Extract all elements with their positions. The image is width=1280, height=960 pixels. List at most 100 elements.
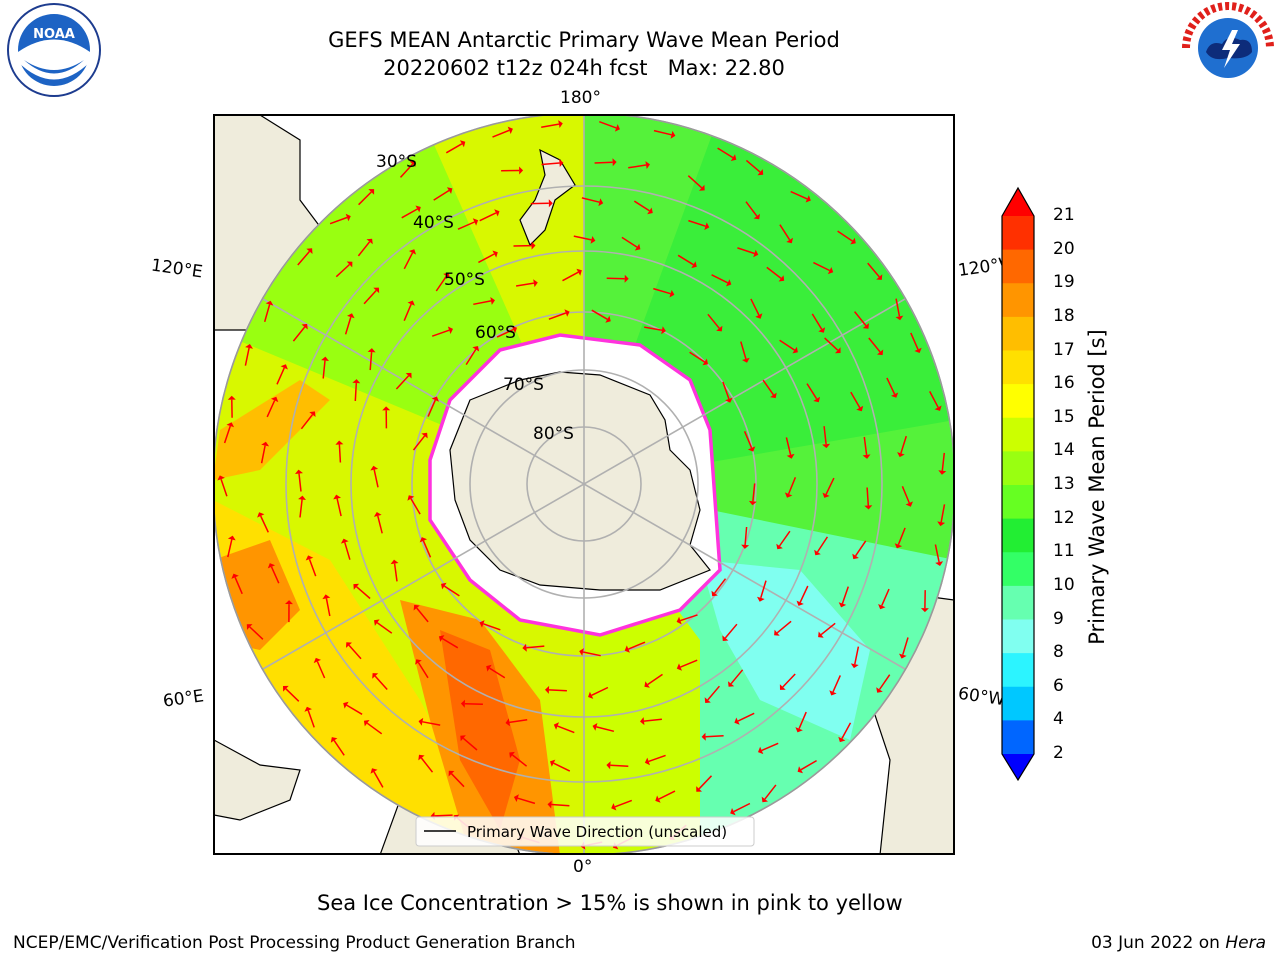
wave-arrow [417,662,429,679]
wave-arrow-head [612,158,617,167]
wave-arrow [599,120,617,129]
wave-arrow [895,298,901,317]
wave-arrow-head [634,243,641,251]
wave-arrow [443,585,460,597]
wave-arrow [745,159,761,173]
wave-arrow [357,241,371,257]
wave-arrow-head [370,768,378,774]
wave-arrow-head [505,718,510,727]
wave-arrow-head [301,323,308,330]
wave-arrow [724,623,738,639]
wave-arrow [512,754,528,767]
wave-arrow-head [822,492,830,498]
wave-arrow-head [550,759,556,767]
wave-arrow-head [413,604,420,611]
wave-arrow-head [460,735,466,742]
wave-arrow [307,710,315,728]
wave-arrow-head [702,358,708,366]
colorbar-band [1002,451,1034,486]
wave-arrow [541,162,560,166]
wave-arrow [823,426,827,445]
wave-arrow [462,737,478,751]
wave-arrow [285,688,300,702]
wave-arrow [496,328,514,338]
wave-arrow-head [231,573,239,579]
wave-arrow [395,375,410,390]
lat-label-30s: 30°S [376,152,417,172]
wave-direction-arrows [217,120,947,850]
wave-arrow-head [558,120,563,128]
wave-arrow [220,478,228,497]
wave-arrow-head [418,717,424,726]
wave-arrow-head [647,207,653,215]
wave-arrow [610,764,629,768]
wave-arrow-head [321,356,329,361]
wave-arrow-head [814,549,821,556]
wave-arrow [276,367,285,385]
wave-arrow [223,425,232,444]
wave-arrow-head [346,642,352,648]
wave-arrow-head [862,454,871,459]
lon-label-120e: 120°E [149,255,204,283]
wave-arrow [868,337,881,353]
wave-arrow-head [897,452,905,458]
wave-arrow [689,351,706,363]
footer-machine: Hera [1225,933,1266,953]
wave-arrow-head [876,687,883,693]
lat-label-80s: 80°S [533,424,574,444]
lon-label-0: 0° [573,857,593,877]
wave-arrow-head [340,538,349,544]
wave-arrow [714,578,727,594]
wave-arrow-head [507,126,513,134]
wave-arrow [336,498,342,517]
wave-arrow [412,435,426,451]
wave-arrow-head [304,706,312,712]
wave-arrow-head [757,169,764,176]
wave-arrow-head [472,346,480,352]
wave-arrow-head [838,736,846,743]
wave-arrow [837,230,853,242]
wave-arrow [435,275,448,292]
wave-arrow-head [827,267,834,275]
wave-arrow [800,759,817,771]
colorbar-tick-label: 13 [1053,474,1075,494]
wave-arrow [573,235,592,241]
wave-arrow-head [441,582,447,590]
wave-arrow-head [696,786,702,792]
wave-arrow-head [838,602,847,608]
wave-arrow [707,685,720,701]
wave-arrow [901,486,910,504]
wave-arrow-head [850,237,856,245]
colorbar-band [1002,720,1034,755]
wave-arrow [373,469,379,488]
wave-arrow [816,536,829,553]
wave-arrow-head [669,289,675,298]
wave-arrow [473,300,492,306]
wave-arrow [606,277,625,280]
wave-arrow [393,563,398,582]
wave-arrow [401,208,418,219]
wave-arrow [479,212,497,222]
wave-arrow [628,641,646,650]
wave-arrow [910,332,919,350]
wave-arrow [591,686,609,696]
wave-arrow [785,437,792,456]
wave-arrow-head [725,397,733,403]
colorbar-band [1002,350,1034,385]
wave-arrow [227,539,233,558]
wave-arrow [688,219,706,227]
wave-arrow-head [614,124,620,132]
wave-arrow-head [261,441,270,447]
wave-arrow-head [862,323,869,329]
wave-arrow [403,303,412,321]
lon-label-60e: 60°E [161,686,206,712]
wave-arrow-head [770,392,777,399]
wave-arrow [366,722,383,735]
map-legend: Primary Wave Direction (unscaled) [415,816,755,847]
wave-arrow [344,542,351,560]
madagascar-land [214,739,301,821]
wave-arrow-head [813,396,820,403]
colorbar-tick-label: 14 [1053,440,1075,461]
wave-arrow-head [519,166,524,175]
wave-arrow [298,473,302,492]
